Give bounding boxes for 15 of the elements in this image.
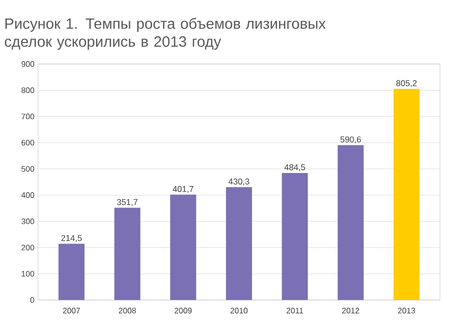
- bar: [170, 194, 196, 300]
- data-label: 805,2: [396, 80, 417, 88]
- bar: [226, 187, 252, 300]
- bar: [114, 208, 140, 300]
- data-label: 214,5: [61, 235, 82, 242]
- data-label: 590,6: [340, 136, 361, 144]
- bar: [338, 145, 364, 300]
- bar: [58, 244, 84, 300]
- data-label: 484,5: [284, 164, 306, 172]
- chart-title: Рисунок 1. Темпы роста объемов лизинговых сделок ускорились в 2013 году: [4, 18, 326, 50]
- data-label: 351,7: [117, 199, 138, 206]
- bar: [282, 172, 308, 300]
- data-label: 430,3: [228, 178, 250, 186]
- bar: [394, 88, 420, 300]
- data-label: 401,7: [172, 186, 194, 193]
